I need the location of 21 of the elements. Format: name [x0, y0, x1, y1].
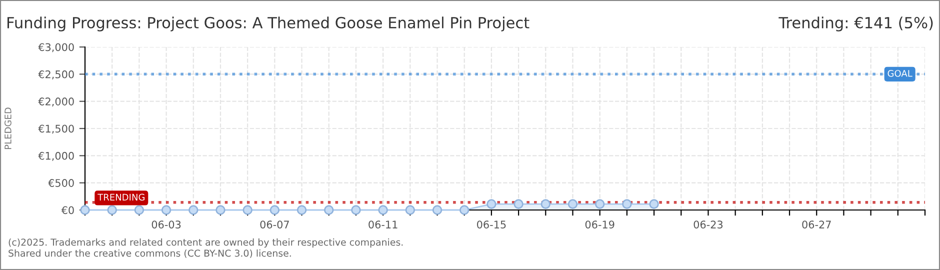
x-tick-label: 06-11: [368, 220, 398, 228]
y-axis-title: PLEDGED: [4, 108, 12, 150]
x-tick-label: 06-23: [694, 220, 723, 228]
text: (c)2025. Trademarks and related content are owned by their respective companies.: [8, 238, 403, 248]
x-tick-label: 06-07: [260, 220, 289, 228]
y-tick-label: €2,500: [38, 70, 74, 80]
chart-subtitle: Trending: €141 (5%): [778, 16, 933, 32]
ref-line-label: TRENDING: [98, 194, 144, 201]
y-tick-label: €2,000: [38, 98, 74, 106]
y-tick-label: €1,000: [38, 152, 74, 161]
y-tick-label: €3,000: [38, 43, 74, 52]
x-tick-label: 06-19: [585, 220, 614, 228]
chart-title: Funding Progress: Project Goos: A Themed Goose Enamel Pin Project: [8, 16, 530, 32]
y-tick-label: €1,500: [38, 124, 74, 134]
ref-line-label: GOAL: [888, 70, 912, 77]
x-tick-label: 06-27: [802, 220, 831, 228]
x-tick-label: 06-15: [477, 220, 506, 228]
y-tick-label: €0: [61, 206, 74, 214]
y-tick-label: €500: [48, 179, 74, 187]
text: Shared under the creative commons (CC BY-NC 3.0) license.: [8, 249, 291, 258]
x-tick-label: 06-03: [152, 220, 181, 228]
